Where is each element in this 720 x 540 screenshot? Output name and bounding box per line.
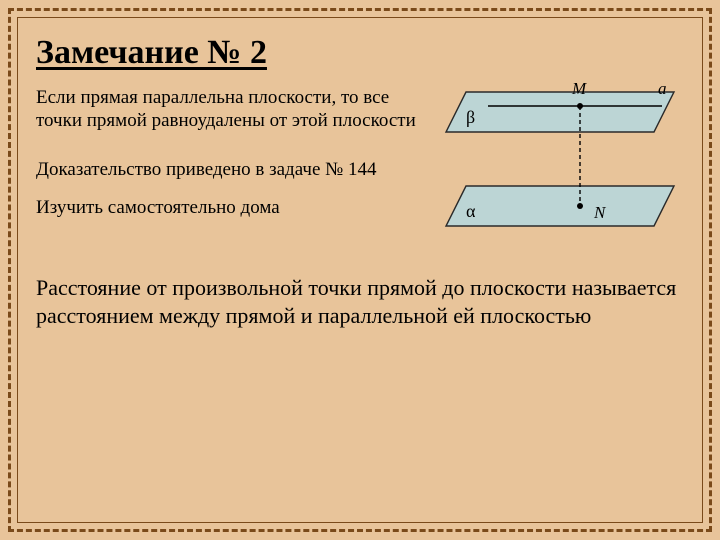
- slide-title: Замечание № 2: [36, 34, 684, 72]
- label-a: a: [658, 79, 667, 98]
- plane-alpha: [446, 186, 674, 226]
- plane-beta: [446, 92, 674, 132]
- outer-frame: Замечание № 2 Если прямая параллельна пл…: [8, 8, 712, 532]
- diagram-svg: M N a β α: [444, 76, 684, 236]
- study-note: Изучить самостоятельно дома: [36, 196, 426, 219]
- point-n: [577, 203, 583, 209]
- label-beta: β: [466, 107, 475, 127]
- proof-reference: Доказательство приведено в задаче № 144: [36, 158, 426, 181]
- definition-text: Расстояние от произвольной точки прямой …: [36, 274, 684, 329]
- label-n: N: [593, 203, 607, 222]
- statement-text: Если прямая параллельна плоскости, то вс…: [36, 86, 426, 132]
- label-m: M: [571, 79, 587, 98]
- planes-diagram: M N a β α: [444, 76, 684, 236]
- inner-frame: Замечание № 2 Если прямая параллельна пл…: [17, 17, 703, 523]
- point-m: [577, 103, 583, 109]
- content-row: Если прямая параллельна плоскости, то вс…: [36, 86, 684, 236]
- left-text-block: Если прямая параллельна плоскости, то вс…: [36, 86, 426, 219]
- label-alpha: α: [466, 201, 476, 221]
